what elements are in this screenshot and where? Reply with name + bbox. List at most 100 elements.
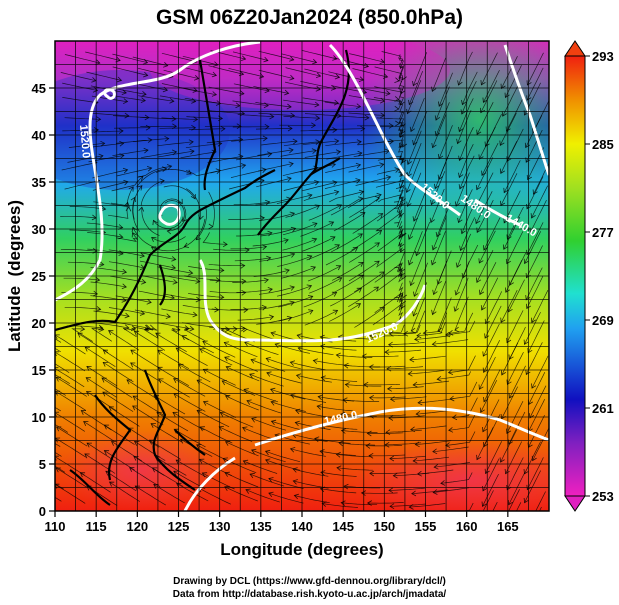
streamline-arrowhead (529, 519, 534, 524)
streamline-arrowhead (123, 98, 129, 104)
streamline (60, 249, 97, 252)
streamline (332, 115, 369, 119)
streamline-arrowhead (403, 330, 409, 337)
streamline (373, 97, 402, 110)
streamline-arrowhead (476, 454, 482, 461)
streamline-arrowhead (134, 485, 141, 491)
streamline-arrowhead (288, 147, 294, 154)
streamline-arrowhead (315, 86, 321, 92)
streamline-arrowhead (416, 332, 422, 339)
streamline-arrowhead (119, 140, 125, 147)
streamline-arrowhead (320, 470, 326, 476)
streamline-arrowhead (242, 426, 248, 432)
streamline-arrowhead (369, 470, 375, 477)
streamline (413, 380, 450, 386)
streamline-arrowhead (307, 295, 314, 301)
streamline-arrowhead (293, 493, 300, 500)
streamline (283, 99, 319, 106)
streamline (336, 453, 373, 458)
streamline (60, 215, 97, 219)
streamline (61, 162, 97, 171)
streamline-arrowhead (392, 472, 398, 479)
streamline-arrowhead (482, 351, 488, 357)
streamline (185, 143, 222, 149)
streamline-arrowhead (130, 349, 136, 355)
streamline-arrowhead (461, 99, 467, 106)
streamline (163, 185, 196, 200)
streamline (460, 217, 476, 251)
streamline-arrowhead (259, 215, 265, 222)
streamline (385, 442, 422, 446)
streamline (126, 379, 158, 400)
streamline-arrowhead (393, 207, 400, 213)
streamline-arrowhead (406, 159, 412, 166)
streamline-arrowhead (368, 395, 374, 401)
streamline-arrowhead (270, 331, 276, 337)
contour-label: 1520.0 (77, 124, 92, 159)
streamline-arrowhead (122, 167, 129, 174)
streamline (281, 53, 317, 63)
streamline (318, 396, 354, 402)
streamline (506, 231, 524, 264)
streamline-arrowhead (110, 441, 117, 446)
streamline (303, 292, 337, 308)
streamline-arrowhead (476, 129, 482, 136)
streamline-arrowhead (410, 426, 416, 433)
streamline-arrowhead (400, 196, 406, 203)
streamline (369, 454, 406, 457)
y-tick-label: 5 (39, 457, 46, 472)
streamline-arrowhead (505, 126, 511, 132)
streamline-arrowhead (132, 405, 138, 411)
streamline-arrowhead (407, 260, 414, 266)
streamline-arrowhead (412, 140, 418, 146)
streamline (354, 271, 385, 293)
streamline (431, 171, 446, 205)
streamline (524, 311, 541, 345)
streamline (130, 349, 162, 370)
streamline (156, 412, 189, 432)
streamline (301, 181, 337, 192)
streamline (112, 149, 149, 157)
streamline-arrowhead (398, 132, 405, 138)
streamline (375, 139, 404, 148)
streamline-arrowhead (395, 120, 401, 127)
streamline-arrowhead (412, 381, 418, 388)
streamline-arrowhead (184, 325, 190, 331)
streamline-arrowhead (315, 115, 321, 121)
streamline (387, 386, 424, 390)
streamline-arrowhead (357, 233, 363, 239)
streamline-arrowhead (454, 290, 460, 296)
streamline (532, 428, 549, 461)
streamline-arrowhead (224, 356, 230, 362)
streamline (188, 266, 224, 271)
streamline-arrowhead (150, 246, 157, 252)
streamline (349, 197, 380, 218)
streamline-arrowhead (188, 269, 194, 276)
streamline (153, 218, 183, 229)
streamline-arrowhead (365, 443, 371, 449)
streamline (476, 157, 494, 190)
streamline-arrowhead (159, 178, 165, 184)
streamline-arrowhead (499, 457, 505, 463)
streamline (138, 95, 174, 102)
streamline (261, 140, 298, 146)
streamline-arrowhead (454, 201, 461, 207)
streamline (528, 372, 546, 405)
streamline-arrowhead (189, 325, 195, 332)
streamline (505, 441, 523, 474)
streamline-arrowhead (530, 213, 536, 219)
streamline (531, 355, 549, 389)
streamline (348, 260, 380, 282)
streamline-arrowhead (224, 440, 231, 446)
streamline-arrowhead (202, 368, 209, 374)
streamline-arrowhead (399, 242, 405, 248)
streamline (381, 51, 404, 69)
streamline (461, 502, 474, 511)
streamline (64, 306, 101, 310)
streamline (265, 450, 301, 463)
streamline-arrowhead (249, 373, 255, 379)
streamline-arrowhead (479, 289, 485, 296)
streamline (157, 367, 189, 387)
streamline-arrowhead (289, 56, 295, 62)
streamline (132, 197, 140, 232)
